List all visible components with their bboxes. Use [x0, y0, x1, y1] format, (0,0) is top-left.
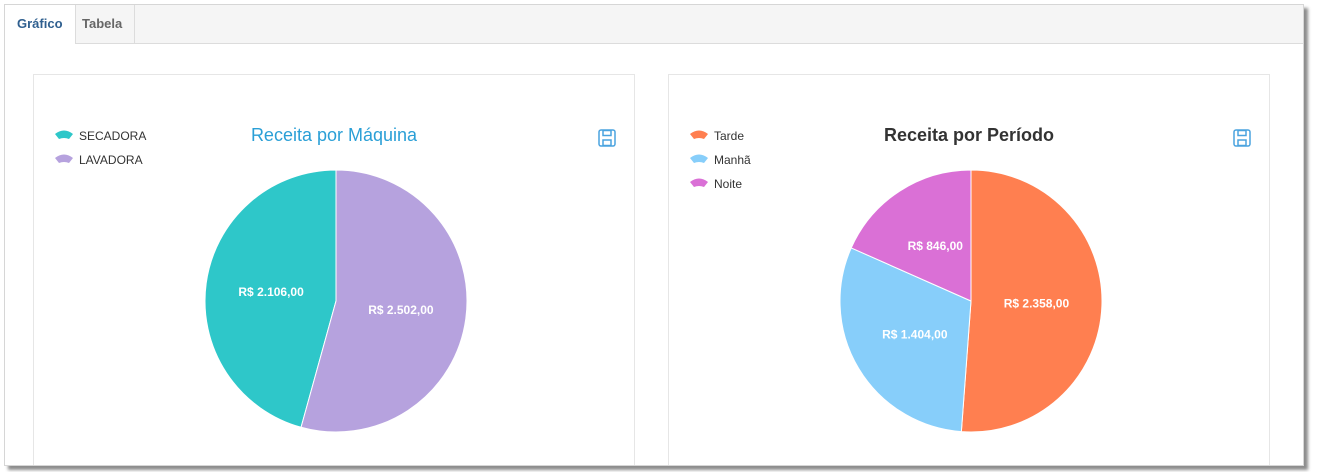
pie-label-secadora: R$ 2.106,00 [238, 285, 304, 299]
legend-item-noite[interactable]: Noite [689, 177, 751, 201]
legend-label-lavadora: LAVADORA [79, 153, 143, 167]
legend-swatch-noite [690, 178, 708, 187]
pie-slice-secadora[interactable] [204, 169, 337, 428]
tab-bar: Gráfico Tabela [5, 5, 1303, 44]
pie-label-lavadora: R$ 2.502,00 [368, 303, 434, 317]
floppy-save-icon[interactable] [598, 129, 616, 147]
pie-label-tarde: R$ 2.358,00 [1004, 296, 1070, 310]
legend-item-secadora[interactable]: SECADORA [54, 129, 146, 153]
legend-swatch-manha [690, 154, 708, 163]
legend-label-secadora: SECADORA [79, 129, 147, 143]
pie-slice-manha[interactable] [839, 247, 972, 433]
chart-panel-periodo: Tarde Manhã Noite Receita por Período R$… [668, 74, 1270, 465]
floppy-save-icon[interactable] [1233, 129, 1251, 147]
chart-panel-maquina: SECADORA LAVADORA Receita por Máquina R$… [33, 74, 635, 465]
legend-swatch-secadora [55, 130, 73, 139]
pie-label-noite: R$ 846,00 [908, 239, 964, 253]
legend-swatch-lavadora [55, 154, 73, 163]
tab-tabela[interactable]: Tabela [70, 5, 136, 43]
pie-slice-tarde[interactable] [960, 169, 1103, 433]
legend-item-tarde[interactable]: Tarde [689, 129, 751, 153]
pie-chart-periodo: R$ 2.358,00 R$ 1.404,00 R$ 846,00 [839, 169, 1103, 433]
chart-title-periodo: Receita por Período [883, 125, 1055, 145]
legend-label-noite: Noite [714, 177, 743, 191]
legend-item-manha[interactable]: Manhã [689, 153, 751, 177]
legend-label-tarde: Tarde [714, 129, 745, 143]
pie-slice-lavadora[interactable] [300, 169, 468, 433]
pie-slice-noite[interactable] [850, 169, 972, 302]
report-frame: Gráfico Tabela SECADORA LAVADORA Receita… [4, 4, 1304, 466]
pie-label-manha: R$ 1.404,00 [882, 328, 948, 342]
pie-chart-maquina: R$ 2.106,00 R$ 2.502,00 [204, 169, 468, 433]
legend-swatch-tarde [690, 130, 708, 139]
legend-item-lavadora[interactable]: LAVADORA [54, 153, 146, 177]
chart-title-maquina: Receita por Máquina [250, 125, 418, 145]
tab-grafico[interactable]: Gráfico [5, 5, 76, 44]
legend-label-manha: Manhã [714, 153, 751, 167]
legend-periodo: Tarde Manhã Noite [689, 129, 751, 201]
legend-maquina: SECADORA LAVADORA [54, 129, 146, 177]
